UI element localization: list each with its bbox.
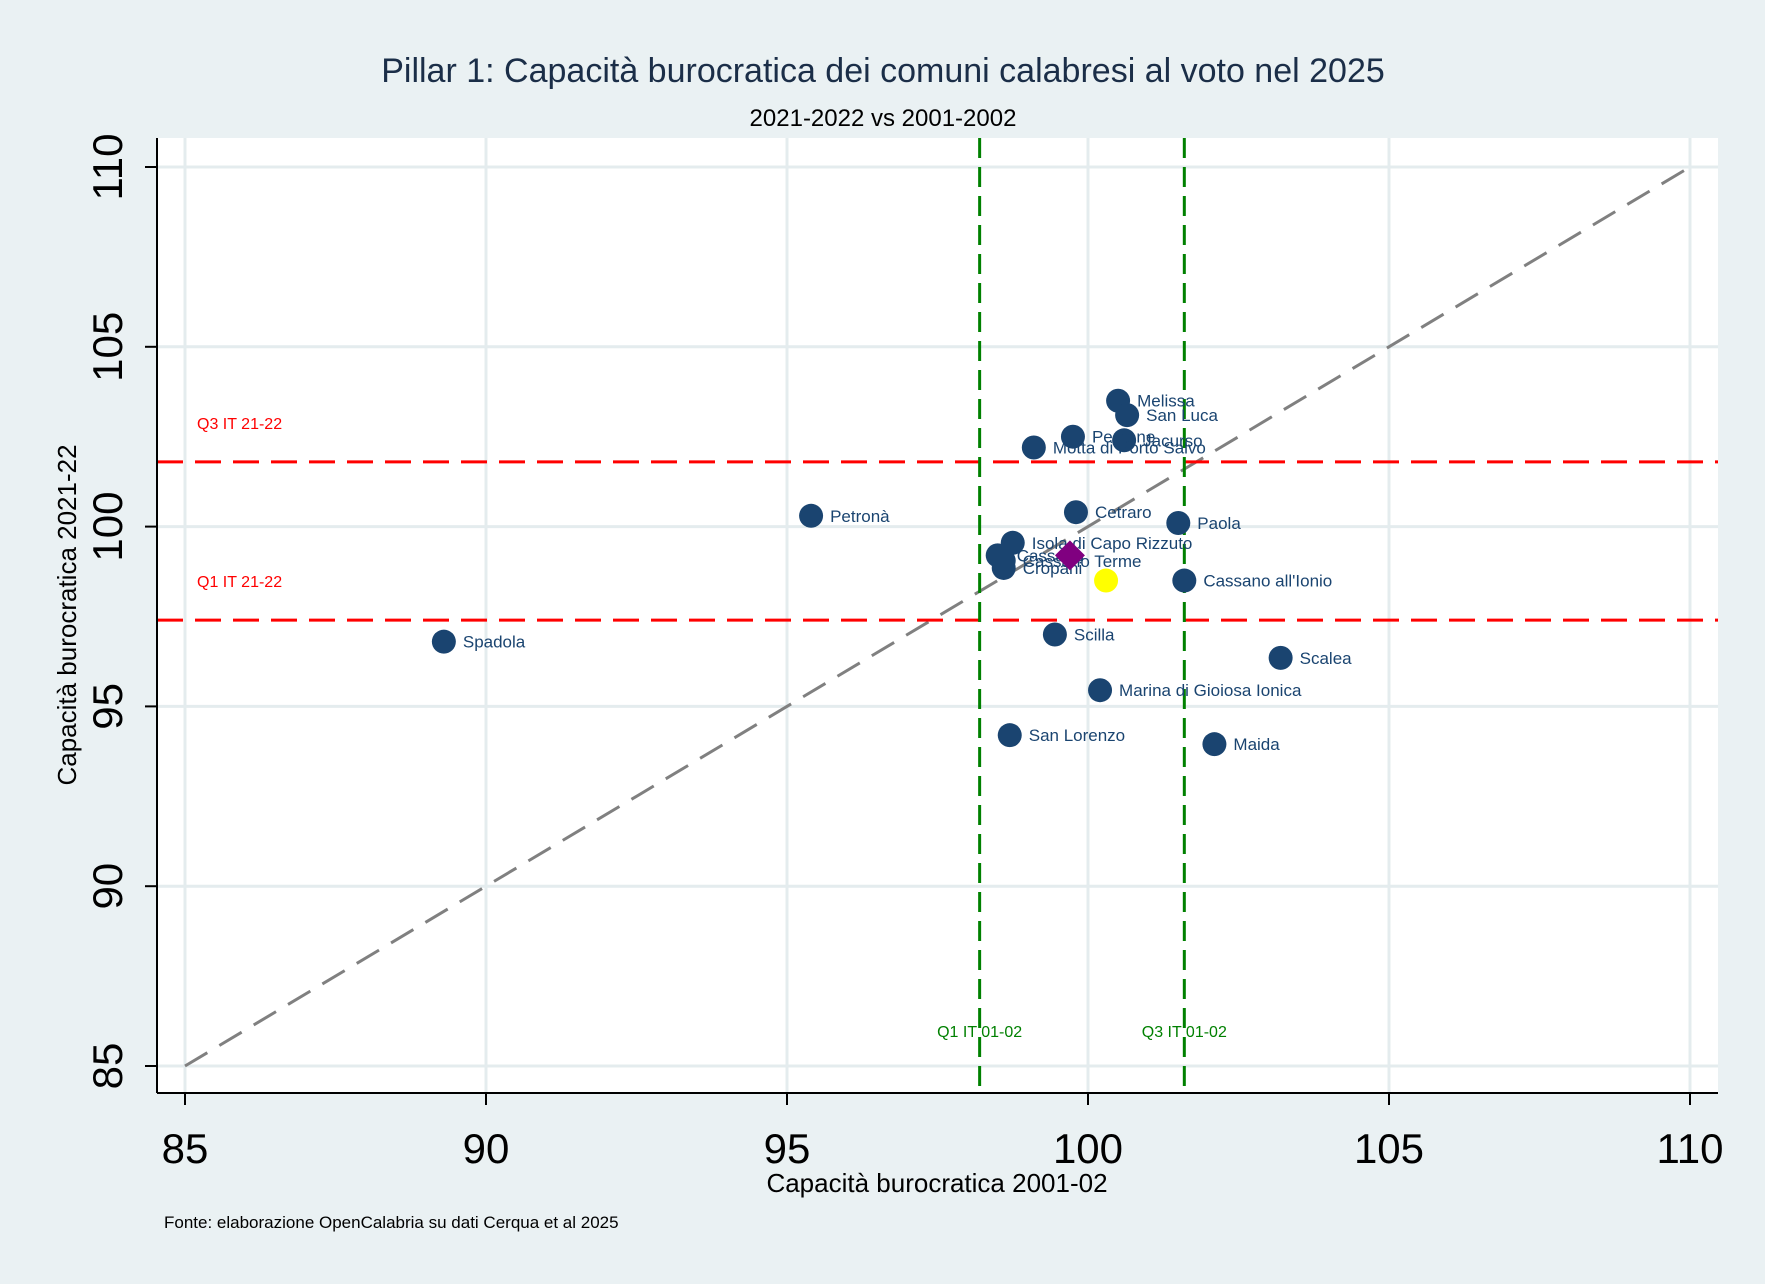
x-tick-label: 90: [463, 1125, 510, 1172]
data-point: [1202, 732, 1227, 757]
y-tick-label: 110: [84, 134, 131, 201]
data-point: [1021, 435, 1046, 460]
point-label: San Lorenzo: [1029, 726, 1125, 745]
data-point: [1063, 500, 1088, 525]
x-tick-label: 105: [1354, 1125, 1424, 1172]
point-label: Jacurso: [1143, 431, 1203, 450]
point-label: Petronà: [830, 507, 890, 526]
point-label: Motta di Porto Salvo: [1053, 438, 1206, 457]
horizontal-quartile-label: Q1 IT 21-22: [197, 574, 282, 591]
data-point: [997, 723, 1022, 748]
x-tick-label: 110: [1657, 1125, 1724, 1172]
highlight-circle-marker: [1094, 568, 1119, 593]
point-label: Melissa: [1137, 392, 1195, 411]
reference-lines: Q3 IT 21-22 Q1 IT 21-22 Q1 IT 01-02 Q3 IT 0…: [157, 138, 1718, 1093]
x-tick-label: 85: [162, 1125, 209, 1172]
point-label: Marina di Gioiosa Ionica: [1119, 681, 1302, 700]
vertical-quartile-label: Q3 IT 01-02: [1142, 1024, 1227, 1041]
point-label: Scilla: [1074, 625, 1115, 644]
data-point: [1088, 678, 1113, 703]
point-label: Paola: [1197, 514, 1241, 533]
data-point: [1112, 428, 1137, 453]
chart-title: Pillar 1: Capacità burocratica dei comun…: [381, 52, 1385, 90]
y-tick-label: 90: [84, 863, 131, 910]
point-label: Cassano all'Ionio: [1203, 572, 1332, 591]
point-label: San Luca: [1146, 406, 1218, 425]
data-point: [1268, 645, 1293, 670]
gridlines: [157, 138, 1718, 1093]
y-axis-title: Capacità burocratica 2021-22: [52, 444, 82, 785]
axes: 85 90 95 100 105 110 85 90 95 100 105 110: [84, 134, 1723, 1172]
point-label: Spadola: [463, 633, 526, 652]
highlight-diamond-marker: [1054, 540, 1085, 571]
y-tick-label: 100: [84, 492, 131, 562]
horizontal-quartile-label: Q3 IT 21-22: [197, 416, 282, 433]
data-point: [799, 503, 824, 528]
data-point: [1060, 424, 1085, 449]
x-axis-title: Capacità burocratica 2001-02: [766, 1168, 1107, 1198]
data-point: [1166, 511, 1191, 536]
source-note: Fonte: elaborazione OpenCalabria su dati…: [164, 1213, 619, 1232]
data-point: [1042, 622, 1067, 647]
point-label: Scalea: [1300, 649, 1353, 668]
data-points: [431, 388, 1293, 757]
data-point: [1115, 403, 1140, 428]
x-tick-label: 95: [764, 1125, 811, 1172]
data-point: [991, 555, 1016, 580]
point-label: Pentone: [1092, 428, 1155, 447]
y-tick-label: 105: [84, 312, 131, 382]
data-point: [431, 629, 456, 654]
point-label: Cetraro: [1095, 503, 1152, 522]
highlight-markers: [1054, 540, 1119, 593]
diagonal-45-line: [184, 165, 1691, 1068]
x-tick-label: 100: [1053, 1125, 1123, 1172]
data-point: [1172, 568, 1197, 593]
point-label: Maida: [1233, 735, 1280, 754]
point-label: Cassano Terme: [1023, 552, 1142, 571]
vertical-quartile-label: Q1 IT 01-02: [937, 1024, 1022, 1041]
plot-area: [157, 138, 1718, 1093]
y-tick-label: 95: [84, 683, 131, 730]
y-tick-label: 85: [84, 1043, 131, 1090]
chart-subtitle: 2021-2022 vs 2001-2002: [750, 105, 1017, 132]
